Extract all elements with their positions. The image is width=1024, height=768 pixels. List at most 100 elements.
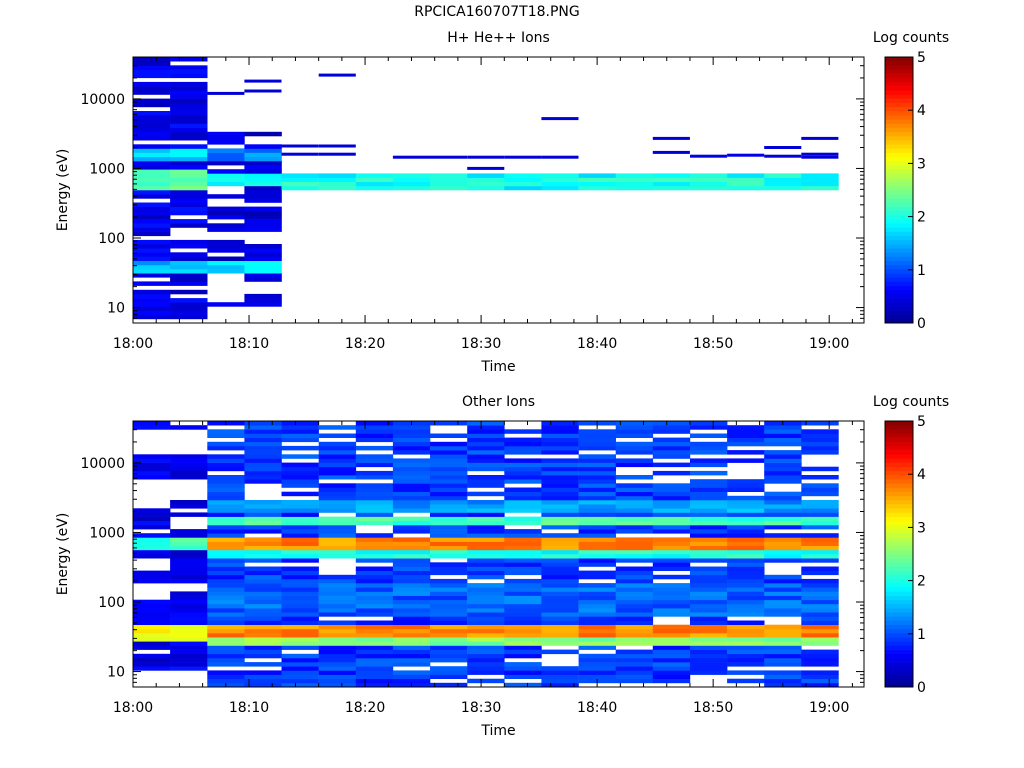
colorbar-swatch xyxy=(885,252,913,257)
spectrogram-cell xyxy=(430,181,468,187)
spectrogram-cell xyxy=(764,554,802,559)
spectrogram-cell xyxy=(318,433,357,438)
spectrogram-cell xyxy=(244,260,282,266)
spectrogram-cell xyxy=(615,475,654,480)
spectrogram-cell xyxy=(504,616,542,621)
spectrogram-cell xyxy=(133,616,171,621)
spectrogram-cell xyxy=(764,583,802,588)
spectrogram-cell xyxy=(207,269,245,274)
spectrogram-cell xyxy=(504,633,542,638)
spectrogram-cell xyxy=(281,570,319,576)
colorbar-swatch xyxy=(885,483,913,488)
spectrogram-cell xyxy=(615,433,654,438)
spectrogram-cell xyxy=(541,524,579,530)
spectrogram-cell xyxy=(727,624,765,630)
spectrogram-cell xyxy=(244,252,282,257)
spectrogram-cell xyxy=(578,599,616,605)
spectrogram-cell xyxy=(504,181,542,187)
colorbar-swatch xyxy=(885,239,913,245)
spectrogram-cell xyxy=(764,591,802,596)
colorbar-swatch xyxy=(885,202,913,207)
spectrogram-cell xyxy=(764,633,802,638)
spectrogram-cell xyxy=(430,566,468,571)
spectrogram-cell xyxy=(541,520,579,526)
spectrogram-cell xyxy=(504,562,542,567)
x-tick-label: 18:10 xyxy=(229,700,269,716)
colorbar-swatch xyxy=(885,628,913,634)
spectrogram-cell xyxy=(207,662,245,667)
spectrogram-cell xyxy=(578,574,616,580)
spectrogram-cell xyxy=(281,653,319,659)
spectrogram-cell xyxy=(690,541,728,546)
spectrogram-cell xyxy=(392,678,431,684)
spectrogram-cell xyxy=(615,616,654,621)
colorbar-swatch xyxy=(885,425,913,430)
spectrogram-cell xyxy=(392,529,431,534)
spectrogram-cell xyxy=(430,545,468,551)
spectrogram-cell xyxy=(133,554,171,559)
spectrogram-cell xyxy=(281,628,319,634)
spectrogram-cell xyxy=(727,541,765,546)
spectrogram-cell xyxy=(690,549,728,555)
spectrogram-cell xyxy=(541,603,579,609)
spectrogram-cell xyxy=(133,470,171,476)
spectrogram-cell xyxy=(244,437,282,443)
spectrogram-cell xyxy=(281,520,319,526)
spectrogram-cell xyxy=(392,185,431,191)
spectrogram-cell xyxy=(801,566,839,571)
spectrogram-cell xyxy=(652,549,691,555)
spectrogram-cell xyxy=(430,516,468,522)
spectrogram-cell xyxy=(244,682,282,688)
spectrogram-line xyxy=(801,155,839,159)
spectrogram-cell xyxy=(652,437,691,443)
spectrogram-cell xyxy=(170,306,208,311)
spectrogram-cell xyxy=(504,649,542,655)
spectrogram-cell xyxy=(578,470,616,476)
spectrogram-cell xyxy=(467,541,505,546)
spectrogram-cell xyxy=(652,454,691,459)
spectrogram-cell xyxy=(727,185,765,191)
spectrogram-cell xyxy=(652,495,691,501)
spectrogram-cell xyxy=(244,608,282,613)
spectrogram-cell xyxy=(392,479,431,484)
spectrogram-cell xyxy=(764,512,802,517)
spectrogram-cell xyxy=(392,624,431,630)
spectrogram-cell xyxy=(207,475,245,480)
spectrogram-cell xyxy=(133,289,171,295)
spectrogram-cell xyxy=(244,219,282,224)
spectrogram-cell xyxy=(652,591,691,596)
spectrogram-cell xyxy=(318,491,357,497)
spectrogram-cell xyxy=(801,516,839,522)
spectrogram-cell xyxy=(467,649,505,655)
spectrogram-line xyxy=(281,152,319,156)
spectrogram-cell xyxy=(133,269,171,274)
spectrogram-cell xyxy=(727,537,765,542)
spectrogram-cell xyxy=(504,645,542,650)
spectrogram-cell xyxy=(541,425,579,430)
spectrogram-cell xyxy=(801,441,839,447)
spectrogram-cell xyxy=(764,574,802,580)
spectrogram-cell xyxy=(170,102,208,108)
spectrogram-cell xyxy=(504,479,542,484)
spectrogram-cell xyxy=(133,252,171,257)
spectrogram-cell xyxy=(392,458,431,463)
spectrogram-cell xyxy=(467,458,505,463)
spectrogram-cell xyxy=(244,433,282,438)
spectrogram-cell xyxy=(801,612,839,617)
spectrogram-cell xyxy=(578,603,616,609)
spectrogram-cell xyxy=(504,608,542,613)
spectrogram-cell xyxy=(578,173,616,178)
spectrogram-cell xyxy=(467,173,505,178)
spectrogram-cell xyxy=(727,504,765,509)
colorbar-swatch xyxy=(885,177,913,182)
spectrogram-cell xyxy=(541,479,579,484)
spectrogram-cell xyxy=(133,202,171,207)
spectrogram-cell xyxy=(355,628,394,634)
spectrogram-cell xyxy=(652,653,691,659)
spectrogram-cell xyxy=(578,633,616,638)
spectrogram-line xyxy=(504,155,542,159)
spectrogram-cell xyxy=(690,558,728,563)
spectrogram-cell xyxy=(504,437,542,443)
colorbar-swatch xyxy=(885,210,913,216)
